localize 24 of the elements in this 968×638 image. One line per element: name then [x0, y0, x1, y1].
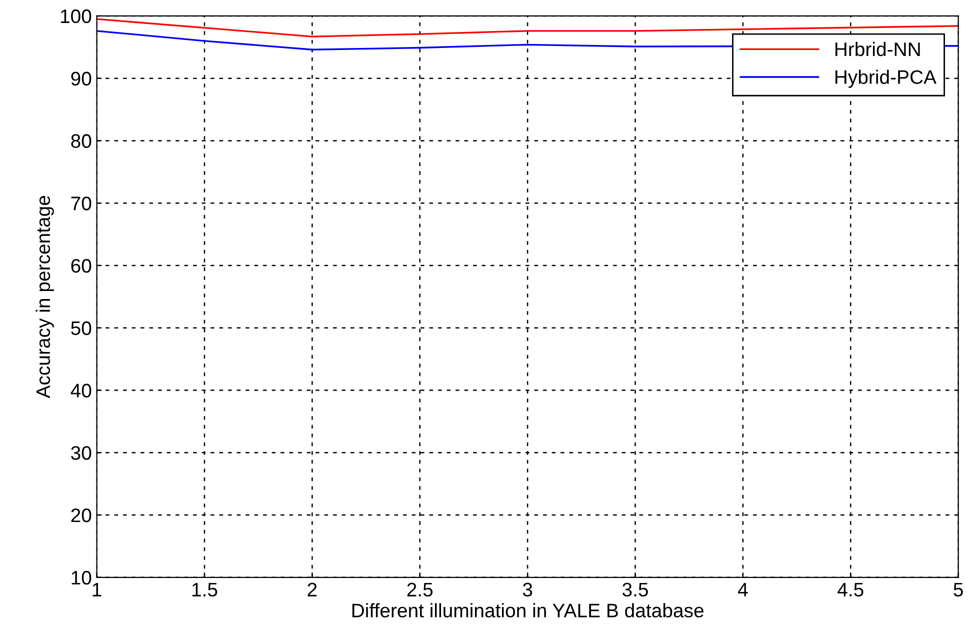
- legend-label: Hybrid-PCA: [835, 70, 936, 88]
- x-tick-label: 4.5: [838, 582, 864, 597]
- y-tick-label: 30: [71, 446, 92, 460]
- y-tick-label: 90: [71, 72, 92, 86]
- y-tick-label: 60: [71, 258, 92, 273]
- x-axis-title: Different illumination in YALE B database: [352, 603, 704, 618]
- x-tick-label: 4: [738, 582, 748, 596]
- y-tick-label: 40: [70, 384, 92, 398]
- line-series: [96, 18, 958, 38]
- y-tick-label: 70: [71, 196, 92, 210]
- x-tick-label: 2: [308, 582, 317, 596]
- legend-label: Hrbrid-NN: [835, 42, 920, 56]
- y-tick-label: 10: [72, 570, 92, 585]
- y-tick-label: 20: [71, 508, 92, 522]
- y-axis-title: Accuracy in percentage: [36, 196, 54, 398]
- x-tick-label: 1.5: [192, 582, 218, 597]
- y-tick-label: 50: [71, 321, 92, 336]
- x-tick-label: 5: [954, 582, 963, 597]
- x-tick-label: 3.5: [622, 582, 648, 597]
- x-tick-label: 1: [92, 582, 102, 596]
- x-tick-label: 2.5: [407, 582, 433, 597]
- y-tick-label: 80: [71, 134, 92, 148]
- x-tick-label: 3: [522, 582, 532, 597]
- y-tick-label: 100: [60, 9, 92, 24]
